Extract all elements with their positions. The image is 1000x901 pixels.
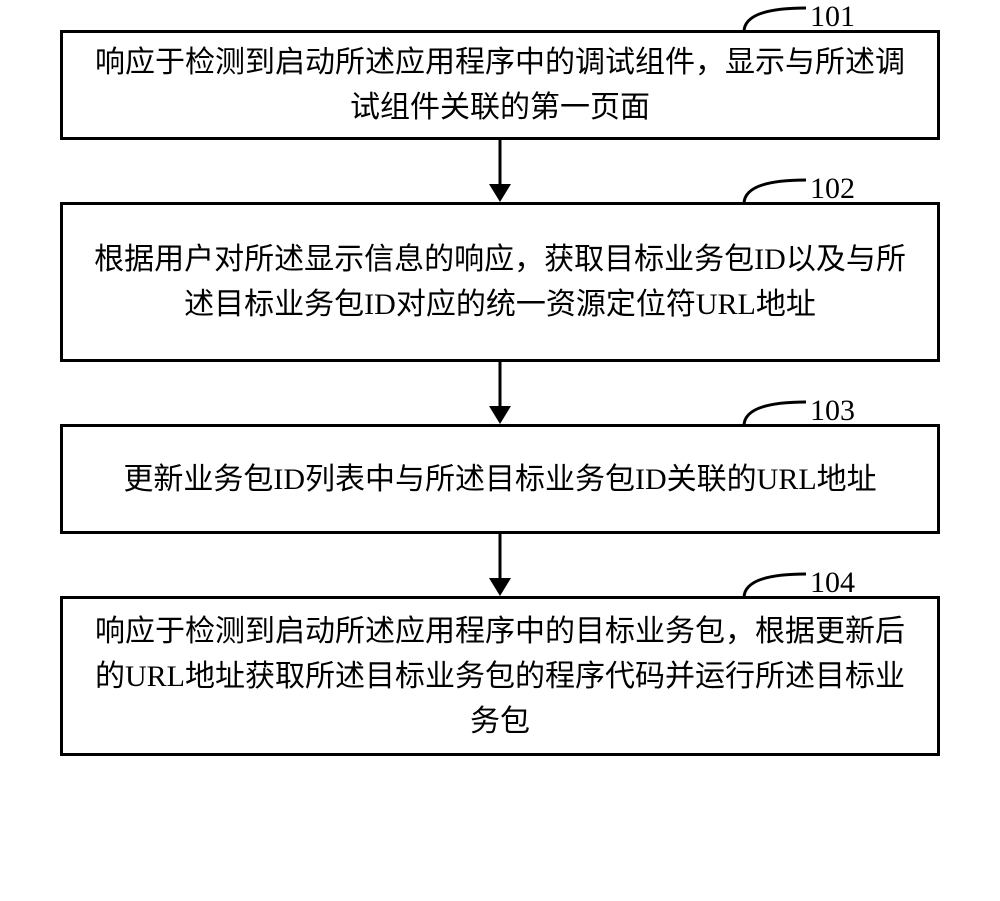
box-104: 响应于检测到启动所述应用程序中的目标业务包，根据更新后的URL地址获取所述目标业…	[60, 596, 940, 756]
box-text-104: 响应于检测到启动所述应用程序中的目标业务包，根据更新后的URL地址获取所述目标业…	[83, 609, 917, 744]
step-102: 102 根据用户对所述显示信息的响应，获取目标业务包ID以及与所述目标业务包ID…	[50, 202, 950, 362]
flowchart-container: 101 响应于检测到启动所述应用程序中的调试组件，显示与所述调试组件关联的第一页…	[50, 30, 950, 756]
step-label-101: 101	[810, 0, 855, 34]
box-103: 更新业务包ID列表中与所述目标业务包ID关联的URL地址	[60, 424, 940, 534]
box-101: 响应于检测到启动所述应用程序中的调试组件，显示与所述调试组件关联的第一页面	[60, 30, 940, 140]
step-104: 104 响应于检测到启动所述应用程序中的目标业务包，根据更新后的URL地址获取所…	[50, 596, 950, 756]
step-label-103: 103	[810, 394, 855, 428]
box-102: 根据用户对所述显示信息的响应，获取目标业务包ID以及与所述目标业务包ID对应的统…	[60, 202, 940, 362]
step-label-102: 102	[810, 172, 855, 206]
box-text-102: 根据用户对所述显示信息的响应，获取目标业务包ID以及与所述目标业务包ID对应的统…	[83, 237, 917, 327]
box-text-101: 响应于检测到启动所述应用程序中的调试组件，显示与所述调试组件关联的第一页面	[83, 40, 917, 130]
step-103: 103 更新业务包ID列表中与所述目标业务包ID关联的URL地址	[50, 424, 950, 534]
step-101: 101 响应于检测到启动所述应用程序中的调试组件，显示与所述调试组件关联的第一页…	[50, 30, 950, 140]
step-label-104: 104	[810, 566, 855, 600]
box-text-103: 更新业务包ID列表中与所述目标业务包ID关联的URL地址	[123, 457, 876, 502]
